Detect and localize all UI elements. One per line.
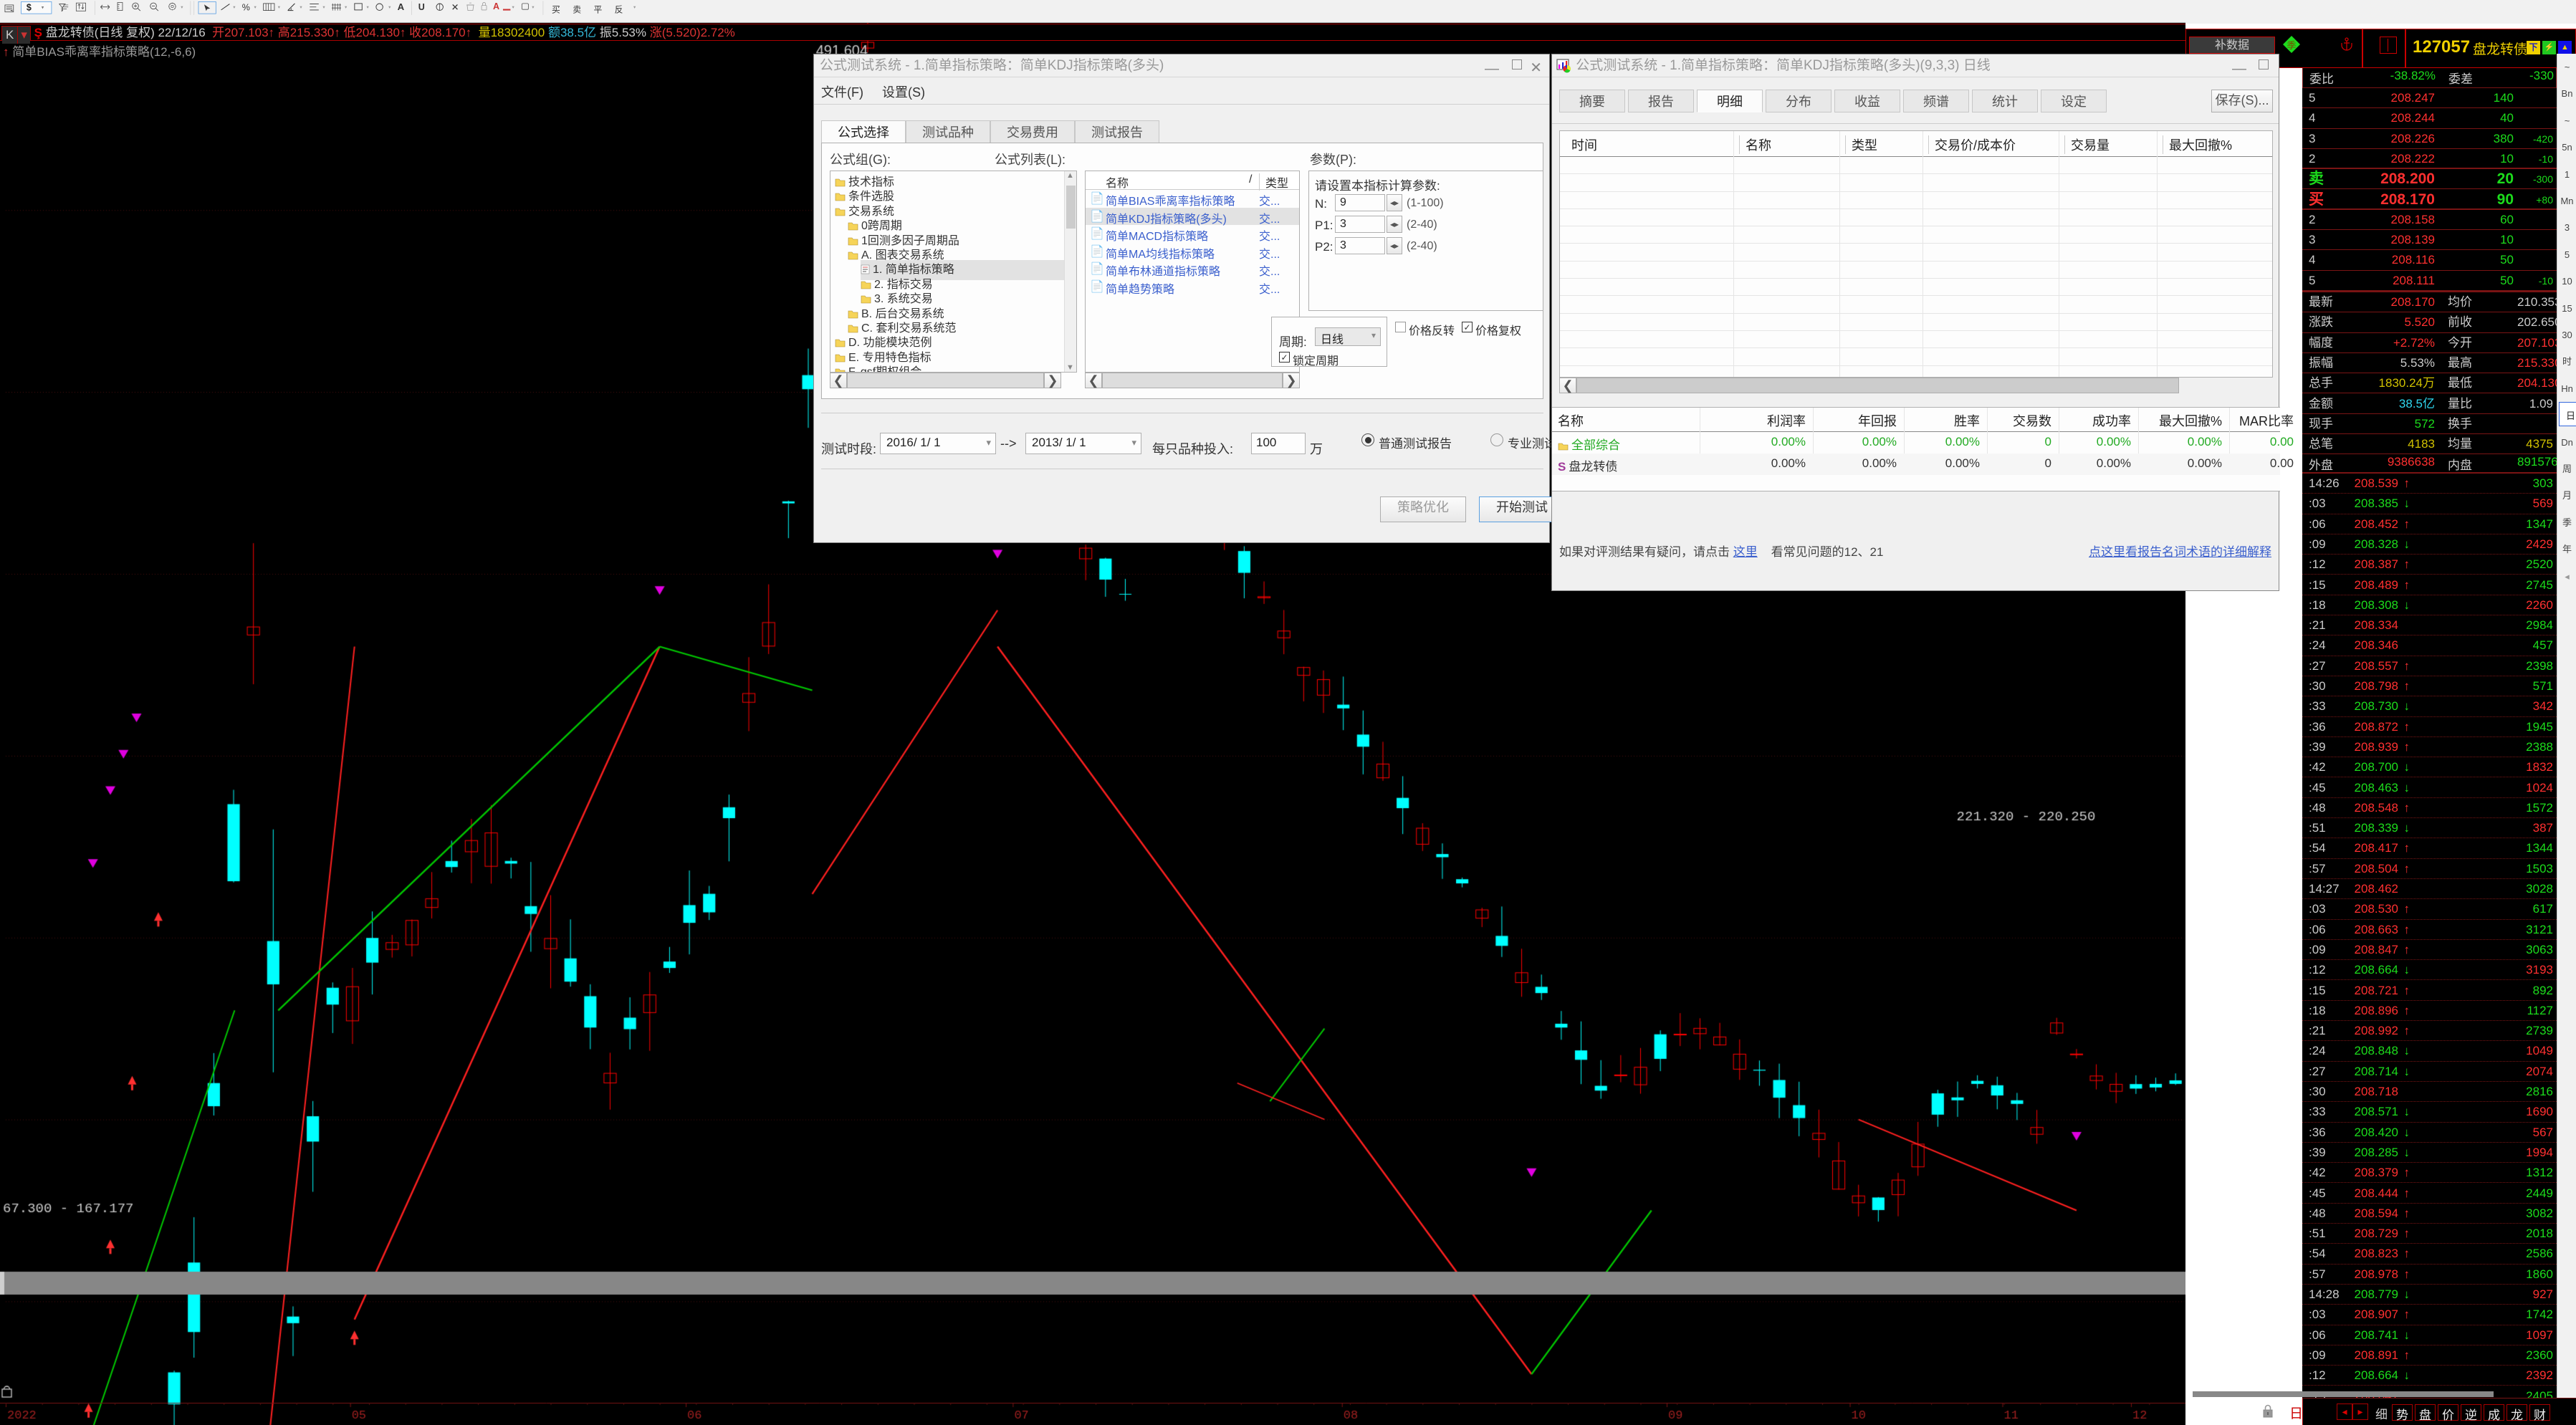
- svg-text:季: 季: [2287, 40, 2296, 51]
